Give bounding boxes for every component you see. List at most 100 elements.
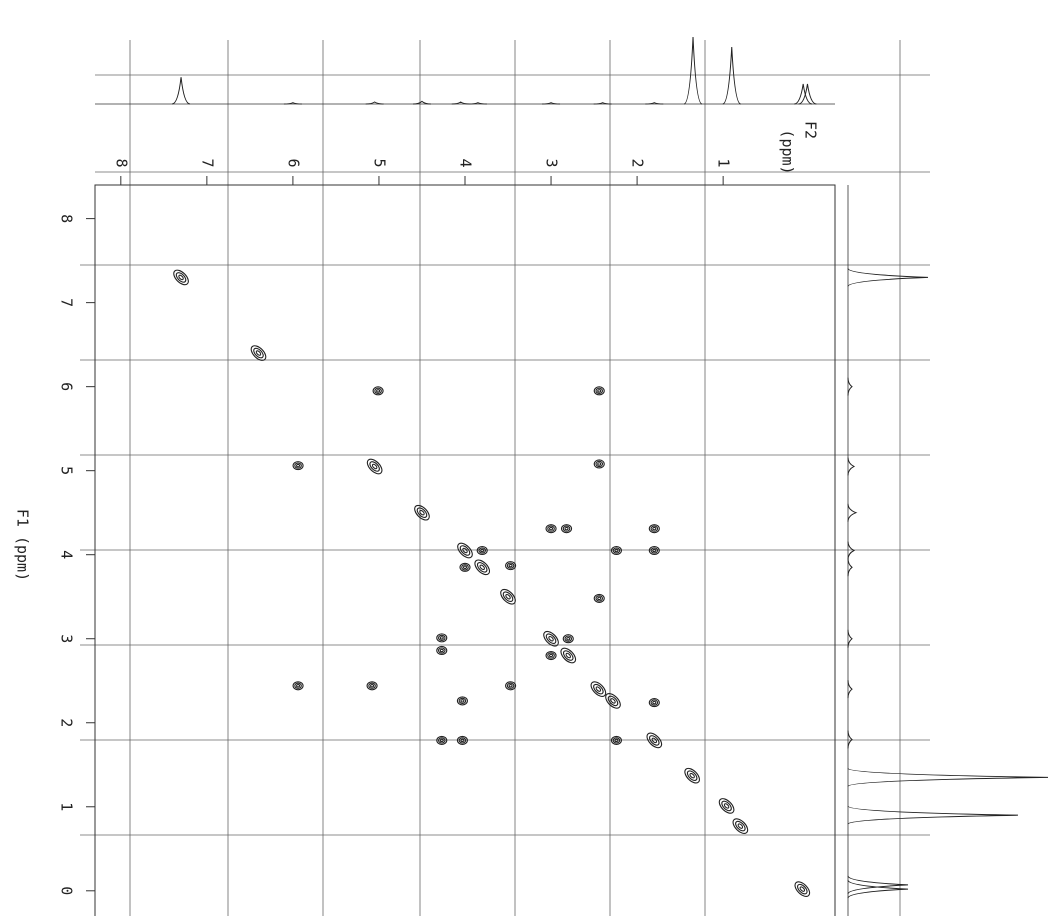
contour-ring: [650, 525, 659, 532]
cross-peak: [593, 459, 605, 469]
f1-projection-peak: [847, 558, 853, 577]
cross-peak: [456, 696, 468, 706]
contour-ring: [414, 504, 430, 521]
cross-peak: [459, 562, 471, 572]
contour-ring: [548, 526, 554, 531]
f1-projection-peak: [847, 503, 858, 522]
x-tick-label: 3: [543, 158, 561, 167]
cross-peak: [250, 345, 267, 361]
contour-ring: [437, 647, 446, 654]
contour-ring: [610, 545, 622, 556]
contour-ring: [416, 507, 428, 518]
cross-peak: [436, 735, 448, 745]
contour-ring: [462, 547, 468, 554]
contour-ring: [439, 648, 444, 653]
cross-peak: [562, 634, 574, 644]
cross-peak: [173, 269, 189, 286]
cross-peak: [545, 650, 557, 661]
contour-ring: [502, 591, 514, 602]
contour-ring: [505, 681, 517, 691]
contour-ring: [506, 682, 515, 689]
x-tick-label: 4: [457, 158, 475, 167]
cross-peak: [560, 647, 577, 664]
contour-ring: [437, 737, 446, 744]
contour-ring: [686, 770, 698, 781]
contour-ring: [439, 738, 444, 743]
cross-peak: [610, 735, 622, 745]
cross-peak: [590, 681, 607, 697]
contour-ring: [595, 460, 604, 468]
contour-ring: [173, 269, 189, 286]
contour-ring: [457, 542, 473, 559]
cross-peak: [456, 735, 468, 745]
contour-ring: [595, 387, 604, 395]
x-tick-label: 1: [715, 158, 733, 167]
contour-ring: [650, 699, 659, 706]
cross-peak: [505, 561, 517, 571]
cross-peak: [794, 881, 811, 897]
contour-ring: [593, 683, 604, 695]
contour-ring: [545, 524, 557, 534]
contour-ring: [505, 561, 517, 571]
f1-projection-peak: [847, 680, 853, 699]
f1-projection-peak: [847, 879, 909, 899]
contour-ring: [612, 547, 621, 554]
contour-ring: [737, 823, 744, 829]
contour-ring: [437, 634, 446, 642]
contour-ring: [607, 695, 619, 707]
y-tick-label: 3: [58, 634, 76, 643]
f1-projection-peak: [847, 805, 1019, 825]
contour-ring: [436, 735, 448, 745]
contour-ring: [456, 735, 468, 745]
cross-peak: [560, 524, 573, 534]
contour-ring: [508, 563, 513, 568]
cross-peak: [436, 645, 448, 656]
contour-ring: [595, 686, 602, 692]
contour-ring: [597, 389, 602, 393]
y-tick-label: 2: [58, 718, 76, 727]
contour-ring: [543, 630, 559, 647]
y-tick-label: 8: [58, 214, 76, 223]
contour-ring: [296, 463, 301, 468]
contour-ring: [371, 463, 378, 470]
f2-projection-peak: [283, 102, 302, 105]
contour-ring: [605, 693, 621, 709]
contour-ring: [419, 509, 425, 516]
contour-ring: [436, 645, 448, 656]
contour-ring: [684, 767, 700, 784]
contour-ring: [799, 886, 806, 892]
contour-ring: [560, 647, 577, 664]
contour-ring: [797, 883, 808, 895]
cross-peak: [457, 542, 473, 559]
y-tick-label: 0: [58, 886, 76, 895]
contour-ring: [560, 524, 573, 534]
contour-ring: [547, 525, 555, 532]
cross-peak: [543, 630, 559, 647]
contour-ring: [508, 684, 513, 688]
f1-projection-peak: [847, 875, 909, 895]
x-tick-label: 7: [198, 158, 216, 167]
contour-ring: [462, 565, 468, 570]
contour-ring: [648, 698, 660, 708]
contour-ring: [735, 820, 746, 832]
contour-ring: [652, 526, 657, 531]
contour-ring: [461, 564, 469, 571]
contour-ring: [610, 698, 616, 704]
f1-projection-peak: [847, 730, 853, 749]
contour-ring: [610, 735, 622, 745]
cross-peak: [292, 461, 304, 471]
cross-peak: [732, 818, 749, 834]
contour-ring: [458, 737, 467, 744]
contour-ring: [253, 347, 264, 359]
f2-projection-peak: [365, 101, 384, 105]
contour-ring: [480, 548, 485, 553]
plot-frame: [94, 184, 836, 916]
contour-ring: [547, 652, 555, 659]
x-axis-unit: (ppm): [779, 129, 797, 174]
contour-ring: [460, 738, 465, 743]
contour-ring: [732, 818, 749, 834]
cross-peak: [648, 524, 660, 534]
f1-projection-peak: [847, 268, 929, 287]
cross-peak: [648, 545, 660, 556]
